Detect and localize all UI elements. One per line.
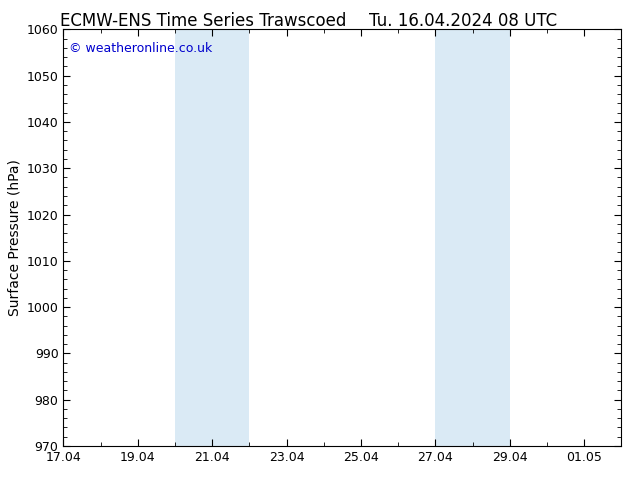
- Bar: [175, 29, 249, 446]
- Y-axis label: Surface Pressure (hPa): Surface Pressure (hPa): [7, 159, 21, 316]
- Text: ECMW-ENS Time Series Trawscoed: ECMW-ENS Time Series Trawscoed: [60, 12, 346, 30]
- Bar: [436, 29, 510, 446]
- Text: Tu. 16.04.2024 08 UTC: Tu. 16.04.2024 08 UTC: [369, 12, 557, 30]
- Text: © weatheronline.co.uk: © weatheronline.co.uk: [69, 42, 212, 55]
